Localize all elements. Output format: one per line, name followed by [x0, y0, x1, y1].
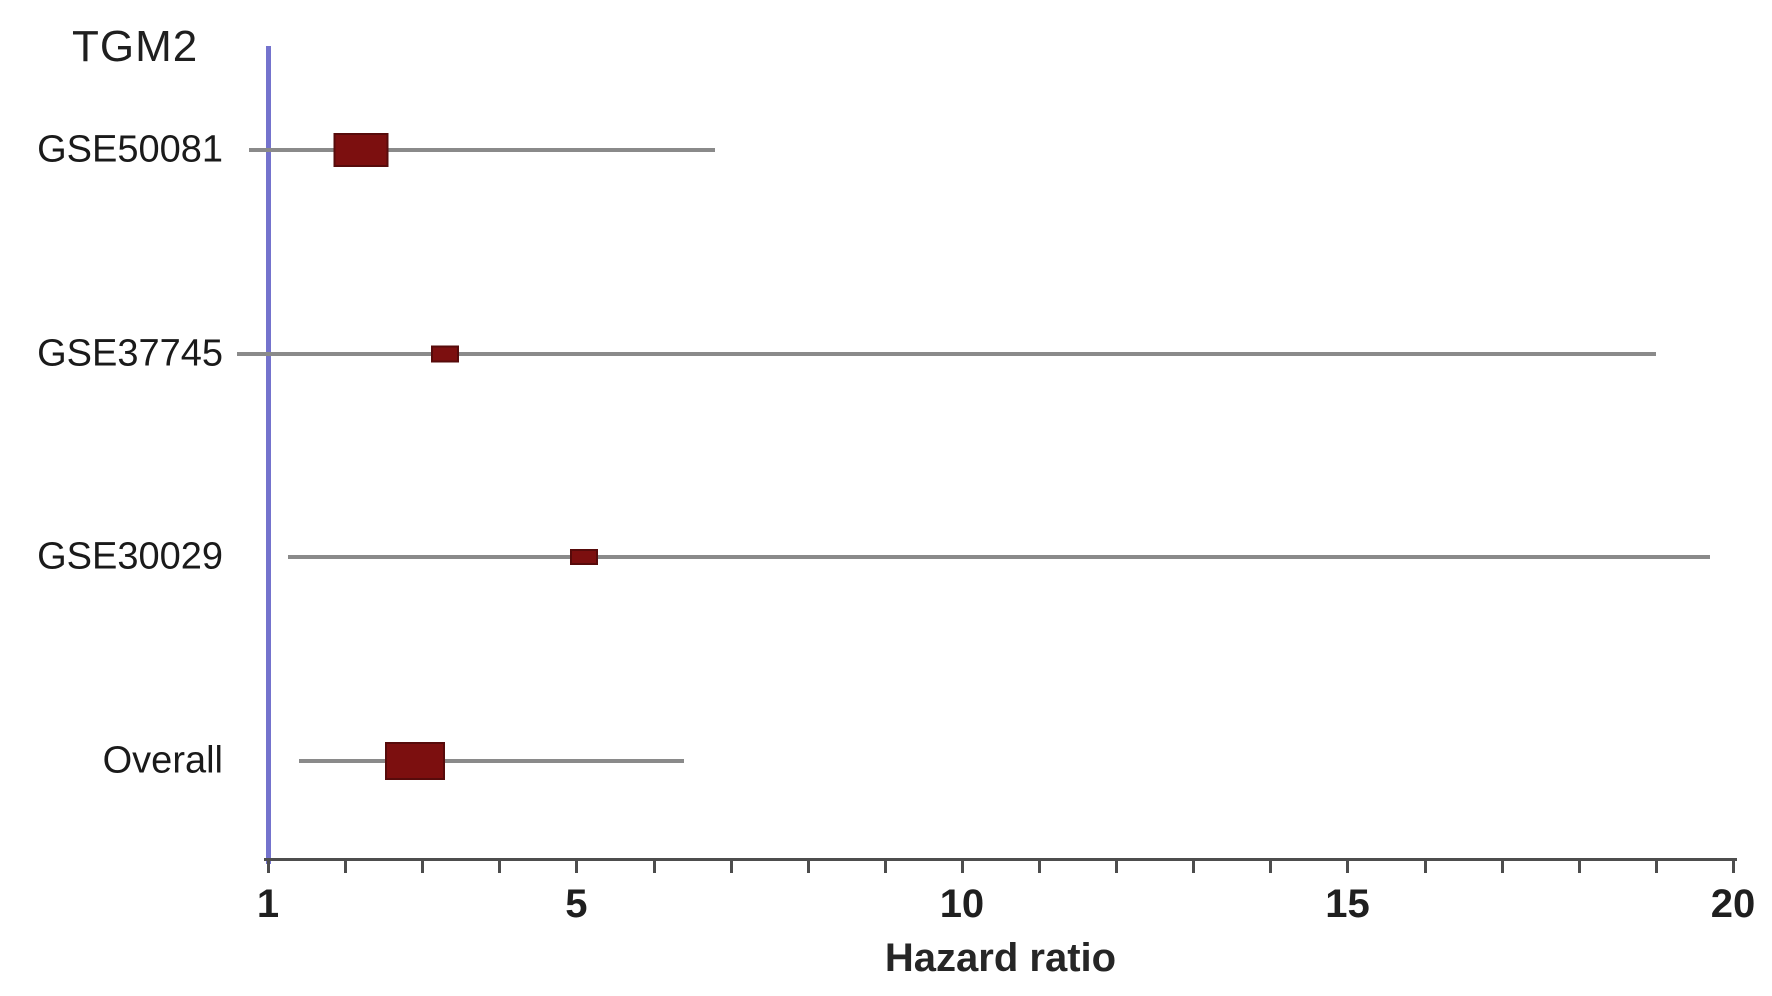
x-axis-tick: [267, 860, 270, 873]
hazard-ratio-box: [431, 345, 460, 363]
x-axis-tick: [1269, 860, 1273, 873]
x-axis-tick: [1423, 860, 1427, 873]
x-axis-label: Hazard ratio: [884, 936, 1117, 980]
hazard-ratio-box: [384, 742, 445, 781]
row-label: GSE37745: [37, 332, 223, 375]
x-axis-tick: [1038, 860, 1042, 873]
x-axis-tick: [806, 860, 810, 873]
confidence-interval-line: [248, 148, 716, 152]
confidence-interval-line: [237, 351, 1656, 356]
x-axis-tick: [575, 860, 579, 873]
row-label: GSE50081: [37, 128, 223, 171]
x-axis-tick: [344, 860, 348, 873]
x-axis-tick-label: 1: [256, 882, 280, 926]
x-axis-tick: [1500, 860, 1504, 873]
hazard-ratio-box: [333, 133, 389, 167]
x-axis-tick: [729, 860, 733, 873]
x-axis-tick-label: 20: [1710, 882, 1756, 926]
x-axis-tick: [883, 860, 887, 873]
x-axis-tick: [1192, 860, 1196, 873]
x-axis-tick: [1654, 860, 1658, 873]
x-axis-line: [264, 858, 1737, 861]
chart-title: TGM2: [72, 22, 199, 71]
row-label: GSE30029: [37, 535, 223, 578]
x-axis-tick: [498, 860, 502, 873]
x-axis-tick: [960, 860, 964, 873]
x-axis-tick-label: 5: [565, 882, 588, 926]
x-axis-tick: [652, 860, 656, 873]
hazard-ratio-box: [570, 549, 599, 566]
x-axis-tick: [1115, 860, 1119, 873]
reference-line-hr1: [266, 46, 271, 864]
x-axis-tick-label: 10: [939, 882, 985, 926]
confidence-interval-line: [298, 759, 685, 764]
x-axis-tick: [421, 860, 425, 873]
confidence-interval-line: [288, 555, 1710, 560]
row-label: Overall: [102, 739, 223, 782]
x-axis-tick: [1732, 860, 1735, 873]
x-axis-tick: [1346, 860, 1350, 873]
x-axis-tick: [1577, 860, 1581, 873]
x-axis-tick-label: 15: [1325, 882, 1370, 926]
